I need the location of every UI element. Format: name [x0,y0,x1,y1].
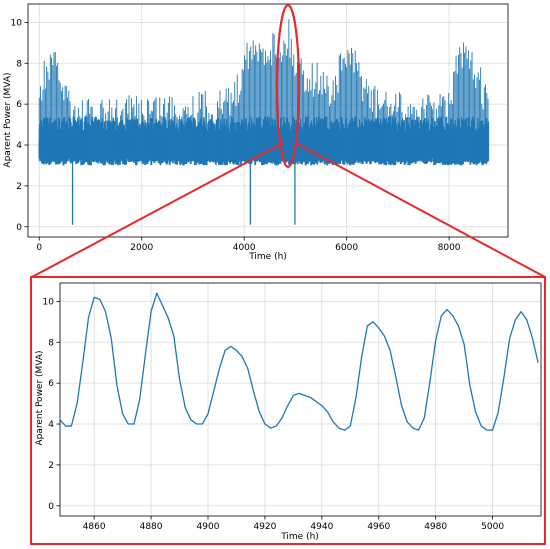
overview-x-tick-label: 6000 [335,243,358,253]
zoom-x-tick-label: 4960 [367,522,390,532]
zoom-connector-left [31,142,284,278]
overview-series [38,19,490,225]
zoom-y-tick-label: 2 [48,461,54,471]
zoom-highlight-ellipse [275,3,301,169]
overview-x-tick-label: 4000 [233,243,256,253]
zoom-connector-right [295,142,546,278]
zoom-y-ticks: 0 2 4 6 8 10 [43,297,60,512]
zoom-y-tick-label: 6 [48,379,54,389]
zoom-series-line [59,292,539,431]
zoom-chart: 4860 4880 4900 4920 4940 4960 4980 5000 0 2 4 6 8 10… [30,276,546,545]
zoom-plot-frame [59,282,542,517]
zoom-x-tick-label: 4880 [140,522,163,532]
overview-y-tick-label: 6 [16,100,22,110]
zoom-grid [60,283,541,516]
zoom-x-tick-label: 4900 [197,522,220,532]
overview-y-tick-label: 10 [11,18,23,28]
overview-y-tick-label: 4 [16,141,22,151]
overview-x-ticks: 0 2000 4000 6000 8000 [36,237,461,253]
zoom-x-axis-label: Time (h) [280,532,319,542]
zoom-y-tick-label: 10 [43,297,55,307]
overview-chart: 0 2000 4000 6000 8000 0 2 4 6 8 10 Time (h) Apare… [3,3,509,262]
zoom-series [59,292,539,431]
overview-series-peaks [38,19,489,162]
overview-y-tick-label: 0 [16,223,22,233]
zoom-y-axis-label: Aparent Power (MVA) [35,350,45,445]
zoom-y-tick-label: 4 [48,420,54,430]
overview-x-tick-label: 0 [36,243,42,253]
overview-y-ticks: 0 2 4 6 8 10 [11,18,28,233]
overview-x-tick-label: 2000 [130,243,153,253]
overview-plot-frame [27,3,509,238]
zoom-y-tick-label: 0 [48,502,54,512]
zoom-x-tick-label: 4980 [424,522,447,532]
overview-x-tick-label: 8000 [438,243,461,253]
zoom-frame-box [30,276,546,545]
zoom-y-tick-label: 8 [48,338,54,348]
overview-y-tick-label: 8 [16,59,22,69]
overview-x-axis-label: Time (h) [248,252,287,262]
zoom-x-tick-label: 5000 [481,522,504,532]
zoom-x-tick-label: 4920 [253,522,276,532]
overview-y-axis-label: Aparent Power (MVA) [3,72,13,167]
zoom-x-tick-label: 4860 [83,522,106,532]
zoom-x-ticks: 4860 4880 4900 4920 4940 4960 4980 5000 [83,516,504,532]
overview-y-tick-label: 2 [16,182,22,192]
zoom-x-tick-label: 4940 [310,522,333,532]
